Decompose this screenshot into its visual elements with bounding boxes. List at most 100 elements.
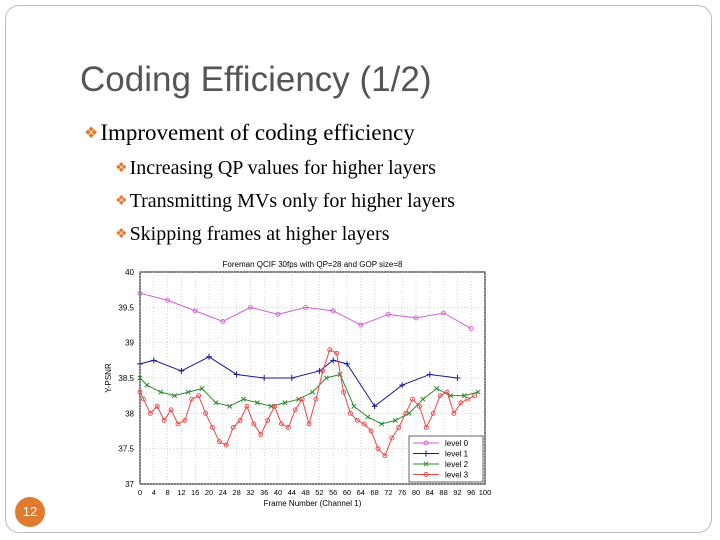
data-point bbox=[344, 360, 350, 367]
x-tick-label: 92 bbox=[453, 488, 461, 497]
y-tick-label: 38.5 bbox=[118, 374, 134, 383]
data-point bbox=[265, 417, 271, 423]
legend-label: level 0 bbox=[445, 439, 469, 448]
data-point bbox=[254, 400, 260, 406]
data-point bbox=[258, 432, 264, 437]
data-point bbox=[430, 410, 436, 416]
page-number-badge: 12 bbox=[15, 497, 45, 527]
legend-label: level 3 bbox=[445, 471, 469, 480]
data-point bbox=[154, 403, 160, 409]
data-point bbox=[358, 322, 364, 328]
x-tick-label: 20 bbox=[205, 488, 213, 497]
data-point bbox=[285, 425, 291, 430]
x-tick-label: 96 bbox=[467, 488, 475, 497]
data-point bbox=[233, 371, 240, 378]
y-tick-label: 37.5 bbox=[118, 445, 134, 454]
data-point bbox=[334, 350, 340, 356]
data-point bbox=[375, 446, 381, 452]
data-point bbox=[365, 414, 371, 420]
chart-title: Foreman QCIF 30fps with QP=28 and GOP si… bbox=[223, 260, 403, 269]
data-point bbox=[220, 319, 226, 324]
data-point bbox=[189, 396, 195, 402]
bullet-marker-icon: ❖ bbox=[84, 125, 99, 142]
data-point bbox=[141, 396, 146, 402]
data-point bbox=[423, 450, 429, 457]
data-point bbox=[199, 386, 205, 392]
x-tick-label: 4 bbox=[152, 488, 156, 497]
data-point bbox=[261, 375, 268, 381]
data-point bbox=[454, 375, 461, 381]
x-tick-label: 8 bbox=[166, 488, 170, 497]
data-point bbox=[299, 396, 305, 402]
data-point bbox=[468, 326, 474, 331]
data-point bbox=[403, 410, 409, 416]
x-tick-label: 56 bbox=[329, 488, 337, 497]
data-point bbox=[378, 421, 385, 427]
x-tick-label: 68 bbox=[370, 488, 378, 497]
x-tick-label: 72 bbox=[384, 488, 392, 497]
data-point bbox=[251, 421, 257, 427]
data-point bbox=[351, 403, 357, 409]
data-point bbox=[385, 311, 391, 317]
x-tick-label: 84 bbox=[426, 488, 434, 497]
y-tick-label: 38 bbox=[125, 409, 134, 418]
data-point bbox=[354, 417, 360, 423]
x-tick-label: 76 bbox=[398, 488, 406, 497]
bullet-text: Skipping frames at higher layers bbox=[129, 223, 390, 245]
data-point bbox=[171, 393, 178, 399]
data-point bbox=[272, 403, 278, 409]
bullet-text: Transmitting MVs only for higher layers bbox=[129, 190, 455, 212]
data-point bbox=[244, 403, 250, 409]
slide-title: Coding Efficiency (1/2) bbox=[80, 60, 432, 99]
data-point bbox=[296, 396, 302, 402]
bullet-text: Improvement of coding efficiency bbox=[100, 120, 415, 145]
x-tick-label: 80 bbox=[412, 488, 420, 497]
data-point bbox=[327, 347, 333, 353]
data-point bbox=[330, 357, 337, 364]
x-tick-label: 100 bbox=[479, 488, 492, 497]
bullet-main: ❖ Improvement of coding efficiency bbox=[84, 120, 415, 146]
data-point bbox=[461, 393, 467, 399]
data-point bbox=[444, 389, 450, 395]
data-point bbox=[227, 403, 233, 409]
bullet-text: Increasing QP values for higher layers bbox=[129, 157, 436, 179]
data-point bbox=[441, 310, 447, 316]
data-point bbox=[406, 410, 412, 416]
x-tick-label: 64 bbox=[357, 488, 365, 497]
data-point bbox=[410, 396, 415, 402]
data-point bbox=[309, 389, 316, 395]
data-point bbox=[216, 439, 222, 445]
data-point bbox=[182, 417, 188, 423]
data-point bbox=[192, 308, 198, 314]
y-tick-label: 40 bbox=[125, 268, 134, 277]
data-point bbox=[137, 290, 143, 296]
data-point bbox=[451, 410, 457, 416]
data-point bbox=[437, 393, 443, 399]
data-point bbox=[175, 421, 181, 427]
bullet-marker-icon: ❖ bbox=[115, 161, 128, 176]
data-point bbox=[426, 371, 433, 378]
data-point bbox=[396, 425, 402, 430]
data-point bbox=[240, 396, 247, 402]
x-tick-label: 52 bbox=[315, 488, 323, 497]
data-point bbox=[223, 442, 229, 448]
data-point bbox=[165, 297, 171, 303]
data-point bbox=[178, 367, 185, 374]
data-point bbox=[168, 407, 174, 413]
data-point bbox=[303, 304, 309, 310]
data-point bbox=[137, 389, 143, 395]
sub-bullet: ❖ Increasing QP values for higher layers bbox=[115, 157, 436, 180]
sub-bullet: ❖ Skipping frames at higher layers bbox=[115, 223, 390, 246]
data-point bbox=[320, 368, 326, 374]
data-point bbox=[347, 410, 353, 416]
x-tick-label: 88 bbox=[439, 488, 447, 497]
data-point bbox=[313, 396, 319, 402]
data-point bbox=[278, 421, 284, 427]
series-line bbox=[139, 292, 472, 329]
data-point bbox=[368, 428, 374, 434]
data-point bbox=[323, 375, 329, 381]
sub-bullet: ❖ Transmitting MVs only for higher layer… bbox=[115, 190, 455, 213]
data-point bbox=[423, 440, 429, 446]
data-point bbox=[330, 308, 336, 314]
data-point bbox=[247, 304, 253, 310]
